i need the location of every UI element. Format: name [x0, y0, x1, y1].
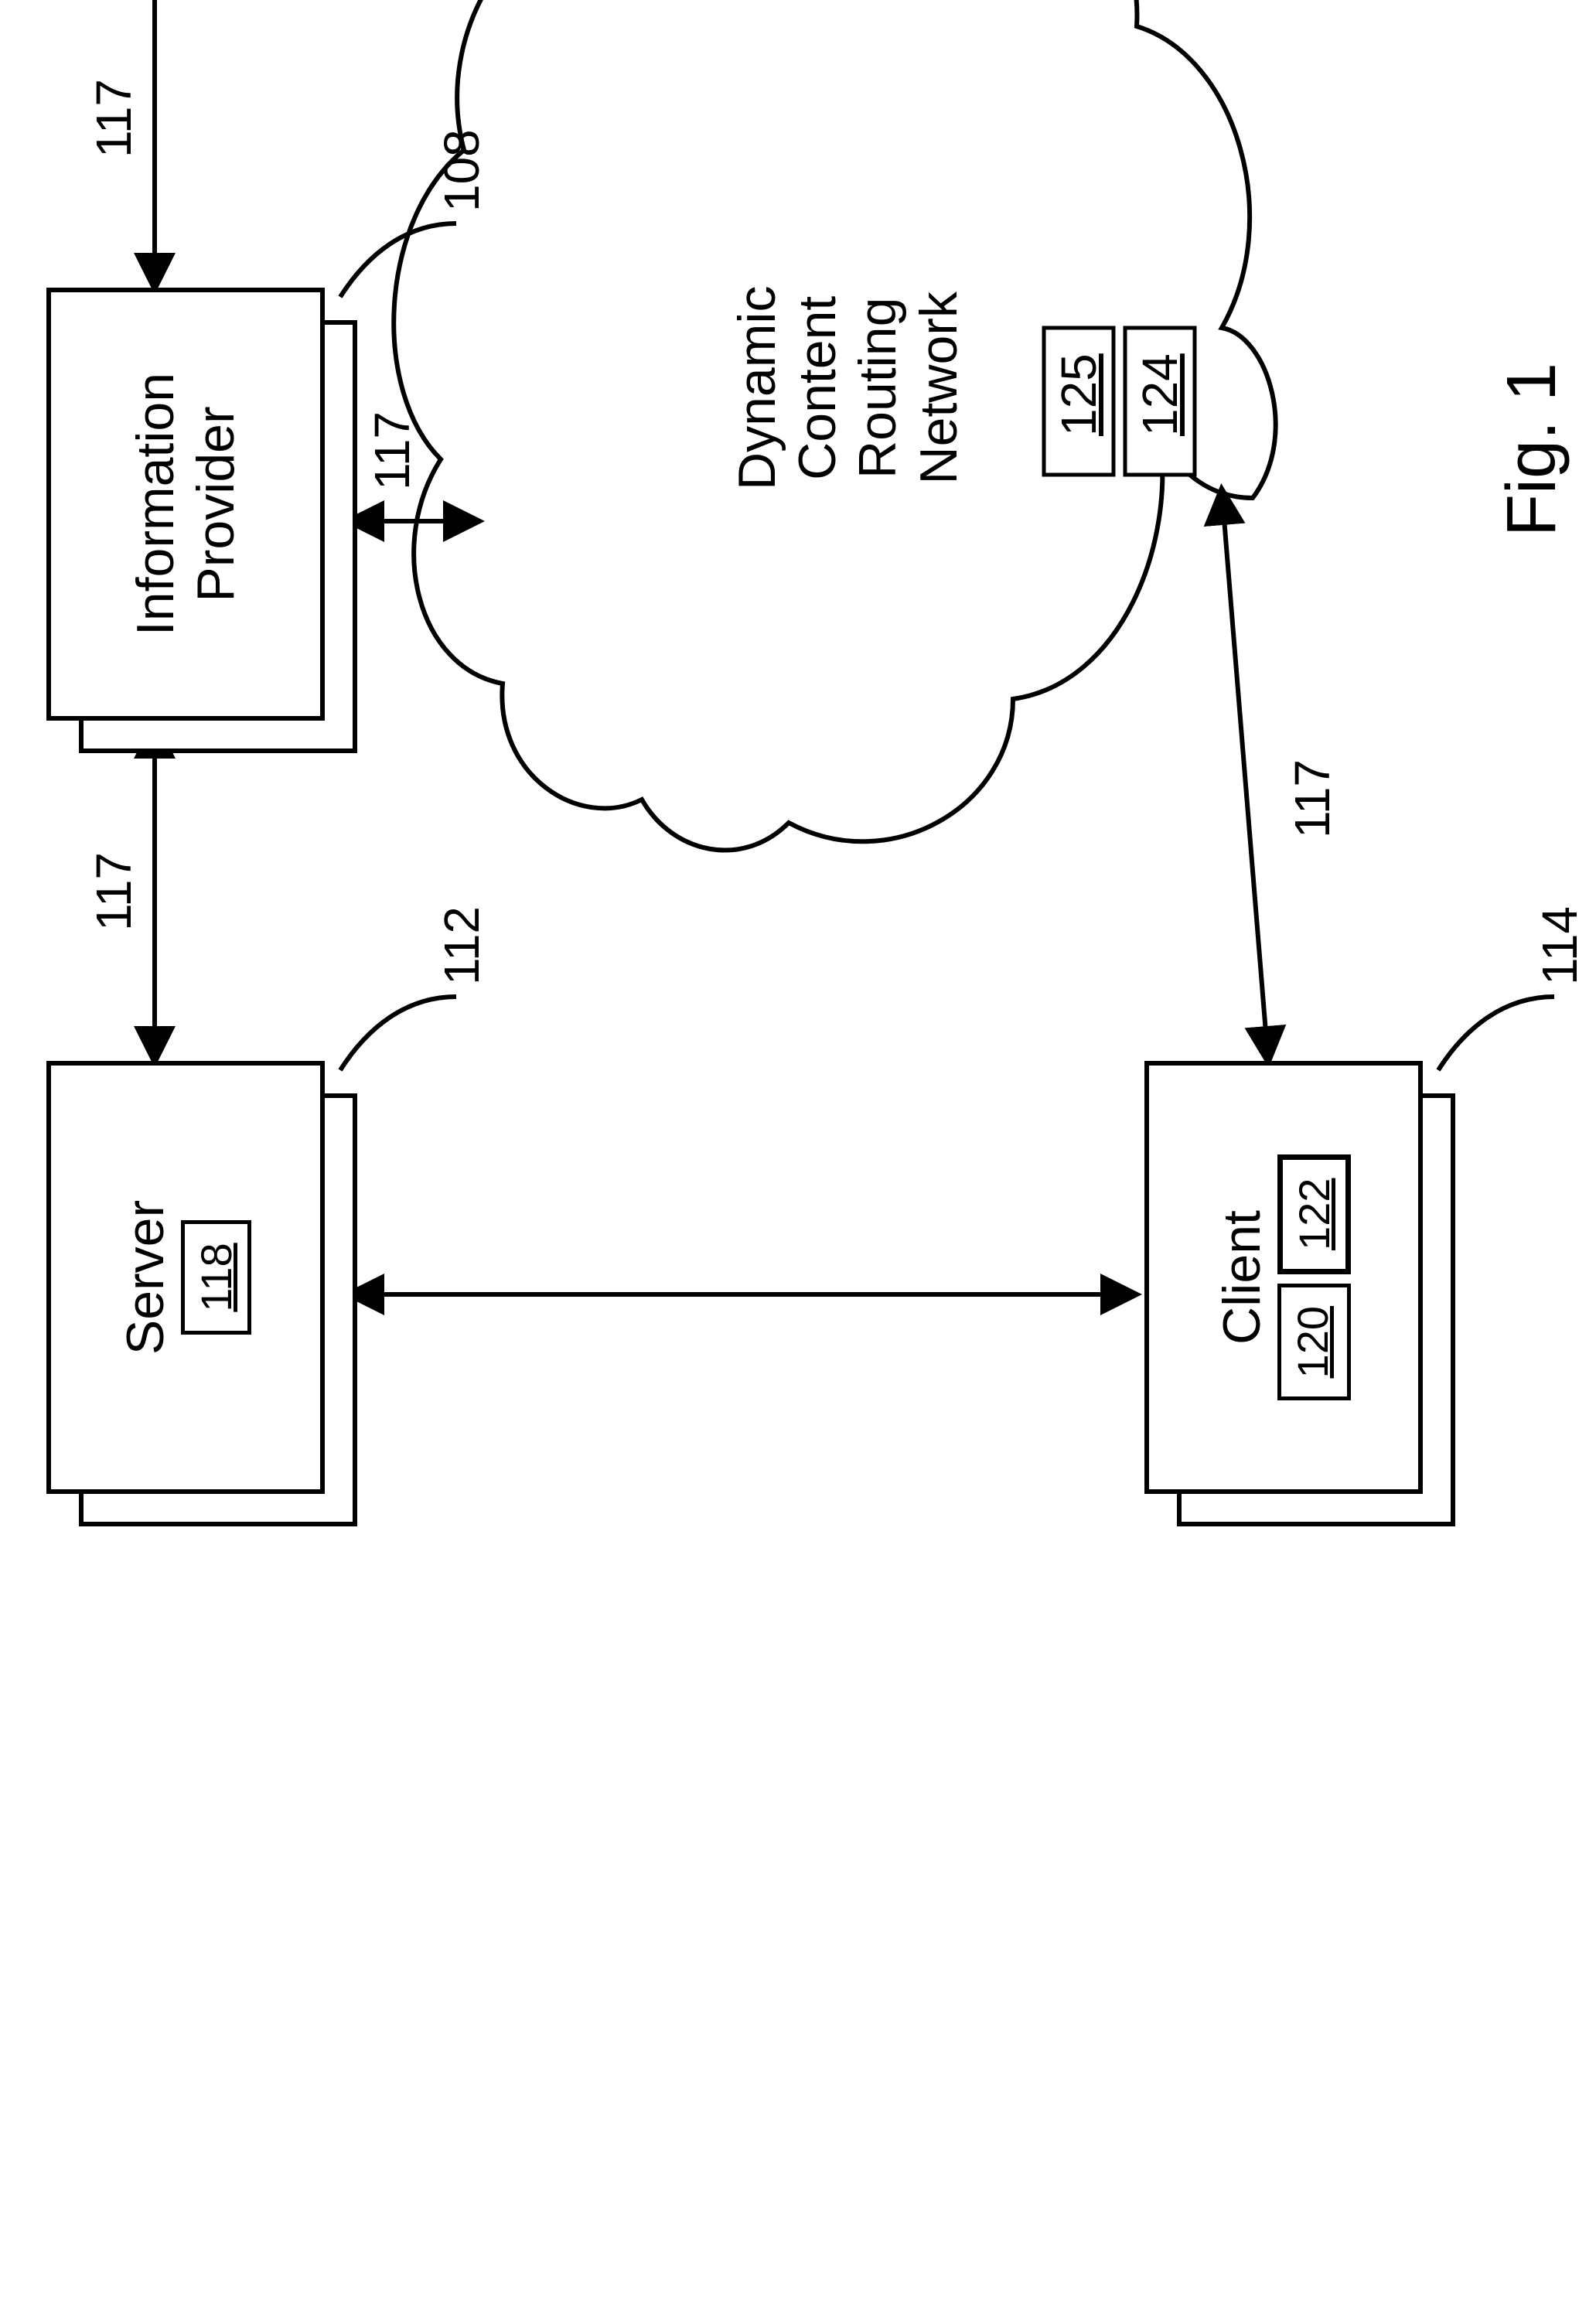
server-inner-118: 118	[181, 1220, 251, 1334]
cloud-inner-125: 125	[1050, 353, 1107, 436]
info-label-l2: Provider	[186, 406, 246, 602]
ref-link-5: 117	[1284, 759, 1341, 838]
leader-server	[340, 997, 456, 1070]
client-inner-122: 122	[1277, 1154, 1351, 1274]
leader-client	[1438, 997, 1554, 1070]
ref-link-3: 117	[363, 411, 421, 490]
figure-label: Fig. 1	[1492, 363, 1572, 537]
ref-link-2: 117	[85, 79, 142, 158]
cloud-label: Dynamic Content Routing Network	[727, 286, 969, 491]
client-inner-120: 120	[1277, 1284, 1351, 1400]
ref-client: 114	[1531, 906, 1588, 985]
info-label-l1: Information	[125, 373, 186, 636]
client-label: Client	[1212, 1210, 1272, 1345]
cloud-inner-124: 124	[1131, 353, 1188, 436]
server-label: Server	[115, 1200, 176, 1355]
ref-link-1: 117	[85, 852, 142, 931]
ref-info: 108	[433, 129, 490, 212]
ref-server: 112	[433, 906, 490, 985]
